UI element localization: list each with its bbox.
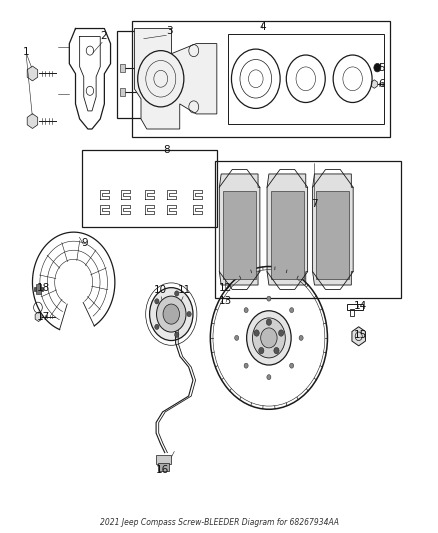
Circle shape	[274, 348, 279, 354]
Circle shape	[150, 288, 193, 341]
Bar	[316, 191, 350, 279]
Bar	[82, 150, 217, 227]
Text: 18: 18	[37, 282, 50, 293]
Polygon shape	[134, 29, 217, 129]
Bar	[120, 88, 125, 96]
Circle shape	[290, 363, 294, 368]
Circle shape	[163, 304, 180, 324]
Circle shape	[235, 335, 239, 341]
Circle shape	[254, 330, 259, 336]
Circle shape	[259, 348, 264, 354]
Polygon shape	[352, 327, 365, 346]
Circle shape	[187, 311, 191, 317]
Text: 5: 5	[378, 63, 385, 73]
Circle shape	[279, 330, 284, 336]
Bar	[132, 21, 390, 137]
Text: 16: 16	[156, 465, 169, 475]
Circle shape	[244, 308, 248, 313]
Text: 9: 9	[81, 238, 88, 248]
Circle shape	[266, 319, 272, 326]
Text: 8: 8	[164, 145, 170, 155]
Circle shape	[244, 363, 248, 368]
Circle shape	[374, 63, 381, 72]
Polygon shape	[267, 174, 307, 285]
Text: 1: 1	[23, 47, 29, 58]
Circle shape	[175, 291, 179, 296]
Text: 2021 Jeep Compass Screw-BLEEDER Diagram for 68267934AA: 2021 Jeep Compass Screw-BLEEDER Diagram …	[99, 518, 339, 527]
Circle shape	[155, 324, 159, 329]
Bar	[347, 304, 364, 310]
Text: 15: 15	[353, 330, 367, 340]
Circle shape	[247, 311, 291, 365]
Circle shape	[267, 296, 271, 301]
Circle shape	[261, 328, 277, 348]
Circle shape	[156, 296, 186, 332]
Text: 17: 17	[37, 312, 50, 322]
Bar	[120, 64, 125, 72]
Bar	[223, 191, 256, 279]
Circle shape	[290, 308, 294, 313]
Bar	[271, 191, 304, 279]
Circle shape	[252, 318, 285, 358]
Bar	[215, 161, 401, 298]
Text: 4: 4	[259, 22, 266, 33]
Text: 3: 3	[166, 26, 173, 36]
Bar	[36, 285, 41, 294]
Text: 7: 7	[311, 199, 318, 209]
Polygon shape	[219, 174, 260, 285]
Polygon shape	[27, 114, 38, 128]
Text: 13: 13	[219, 296, 232, 306]
Polygon shape	[371, 80, 377, 88]
Bar	[156, 455, 171, 464]
Polygon shape	[35, 312, 42, 321]
Bar	[228, 34, 384, 124]
Bar	[158, 463, 169, 471]
Polygon shape	[313, 174, 353, 285]
Circle shape	[267, 375, 271, 379]
Text: 12: 12	[219, 282, 232, 293]
Text: 11: 11	[178, 285, 191, 295]
Bar	[34, 287, 43, 292]
Bar	[117, 31, 167, 118]
Circle shape	[299, 335, 303, 341]
Polygon shape	[27, 66, 38, 81]
Circle shape	[175, 332, 179, 337]
Text: 6: 6	[378, 79, 385, 89]
Circle shape	[155, 298, 159, 304]
Text: 10: 10	[154, 285, 167, 295]
Text: 2: 2	[101, 31, 107, 42]
Bar	[350, 309, 354, 316]
Text: 14: 14	[353, 301, 367, 311]
